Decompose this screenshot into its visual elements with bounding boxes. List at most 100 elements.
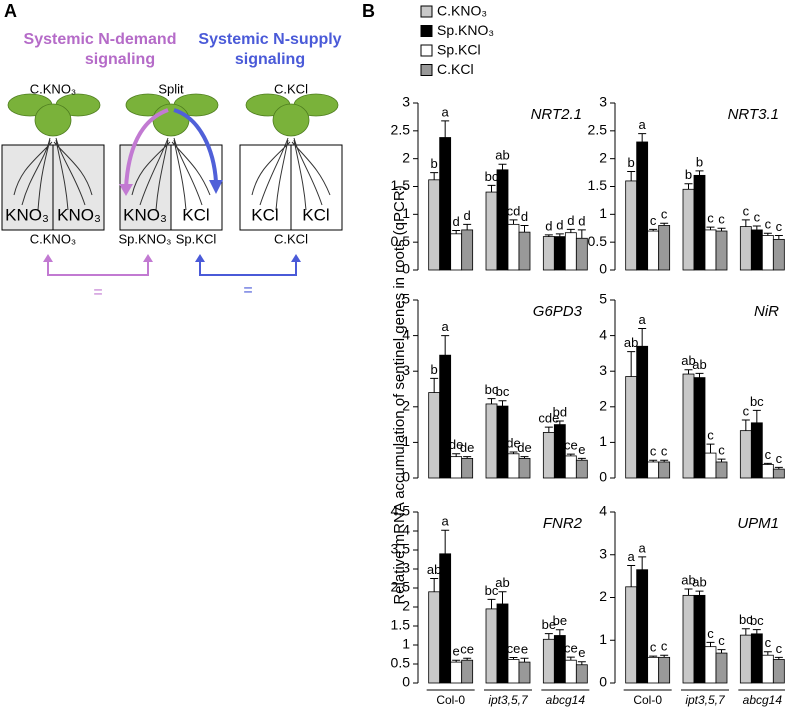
bar	[636, 569, 649, 684]
bar	[693, 377, 706, 479]
plant-label: C.KNO₃	[30, 81, 76, 96]
error-bar	[695, 372, 704, 378]
y-tick-label: 4.5	[391, 503, 411, 519]
condition-label: C.KCl	[274, 231, 308, 246]
significance-letter: ce	[507, 641, 521, 656]
significance-letter: ce	[460, 642, 474, 657]
x-tick-label: ipt3,5,7	[685, 693, 726, 707]
significance-letter: be	[542, 617, 556, 632]
error-bar	[660, 654, 669, 658]
significance-letter: ab	[681, 353, 695, 368]
error-bar	[774, 656, 783, 660]
bar	[750, 229, 763, 271]
leaf	[272, 103, 310, 137]
significance-letter: ce	[564, 438, 578, 453]
error-bar	[763, 232, 772, 236]
y-tick-label: 1.5	[588, 177, 608, 193]
condition-label: Sp.KCl	[176, 231, 217, 246]
equals: =	[243, 282, 252, 299]
significance-letter: e	[578, 442, 585, 457]
y-tick-label: 1	[599, 631, 607, 647]
significance-letter: de	[506, 435, 520, 450]
bar	[772, 468, 785, 479]
error-bar	[741, 628, 750, 636]
significance-letter: ab	[681, 572, 695, 587]
bar	[461, 229, 474, 271]
y-tick-label: 4	[599, 503, 607, 519]
error-bar	[430, 578, 439, 592]
bar	[682, 188, 695, 271]
y-tick-label: 3	[599, 545, 607, 561]
bar	[507, 453, 520, 479]
supply-title: signaling	[235, 51, 305, 68]
bar	[704, 229, 717, 271]
plants	[7, 93, 339, 137]
x-tick-label: ipt3,5,7	[488, 693, 529, 707]
compartment	[1, 144, 54, 231]
error-bar	[741, 219, 750, 227]
error-bar	[441, 335, 450, 356]
error-bar	[555, 233, 564, 237]
box-label: KNO₃	[123, 205, 167, 224]
x-tick-label: Col-0	[633, 693, 662, 707]
bar	[715, 652, 728, 684]
compartment	[239, 144, 292, 231]
leaf	[34, 103, 72, 137]
error-bar	[498, 591, 507, 604]
error-bar	[452, 453, 461, 457]
y-tick-label: 1	[402, 205, 410, 221]
y-tick-label: 3	[402, 94, 410, 110]
root	[13, 137, 53, 211]
significance-letter: ab	[495, 575, 509, 590]
y-tick-label: 2	[599, 588, 607, 604]
error-bar	[544, 633, 553, 640]
bar	[715, 461, 728, 479]
bar	[636, 141, 649, 271]
error-bar	[577, 457, 586, 461]
error-bar	[555, 629, 564, 636]
error-bar	[717, 458, 726, 462]
bar	[507, 659, 520, 684]
significance-letter: a	[442, 319, 450, 334]
bar	[542, 236, 555, 271]
bar	[772, 238, 785, 271]
box-label: KNO₃	[5, 205, 49, 224]
y-axis-label: Relative mRNA accumulation of sentinel g…	[391, 185, 408, 604]
y-tick-label: 3	[599, 362, 607, 378]
panel-label: B	[362, 1, 375, 21]
y-tick-label: 2.5	[391, 122, 411, 138]
bar	[507, 223, 520, 271]
significance-letter: bc	[485, 583, 499, 598]
significance-letter: d	[464, 208, 471, 223]
significance-letter: ab	[692, 357, 706, 372]
bar	[739, 430, 752, 479]
legend-swatch	[420, 5, 433, 18]
demand-title: signaling	[85, 51, 155, 68]
box-label: KCl	[302, 205, 329, 224]
error-bar	[649, 459, 658, 462]
error-bar	[520, 657, 529, 663]
arrow-head	[43, 254, 53, 262]
y-tick-label: 4	[402, 522, 410, 538]
significance-letter: c	[661, 639, 668, 654]
error-bar	[638, 327, 647, 347]
legend-swatch	[420, 44, 433, 57]
significance-letter: c	[743, 403, 750, 418]
bar	[658, 656, 671, 684]
y-tick-label: 1.5	[391, 177, 411, 193]
significance-letter: de	[517, 440, 531, 455]
error-bar	[627, 170, 636, 181]
bar	[485, 191, 498, 271]
error-bar	[509, 451, 518, 454]
arrow-head	[143, 254, 153, 262]
error-bar	[463, 456, 472, 459]
leaf	[152, 103, 190, 137]
bar	[564, 232, 577, 271]
significance-letter: c	[776, 641, 783, 656]
bar	[485, 608, 498, 684]
error-bar	[638, 133, 647, 142]
demand-arrow	[124, 108, 169, 189]
significance-letter: d	[567, 213, 574, 228]
bar	[647, 461, 660, 479]
